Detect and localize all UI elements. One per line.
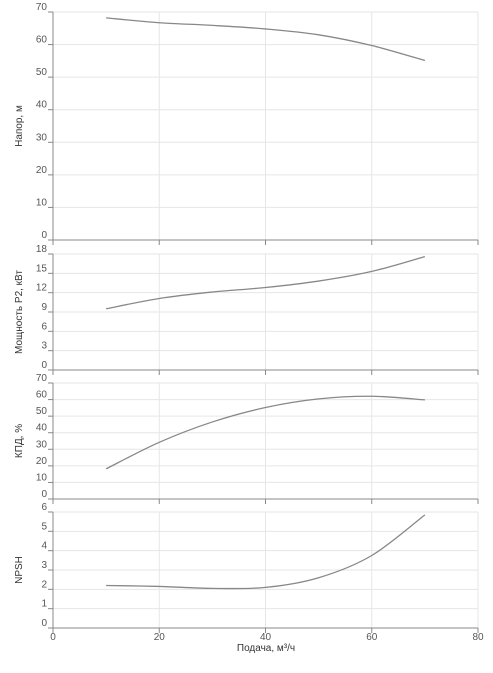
panel-2: 0 3 6 9 12 15 18 Мощность P2, кВт bbox=[14, 244, 479, 375]
series-line bbox=[105, 395, 425, 470]
y-tick-label: 40 bbox=[36, 423, 48, 434]
y-tick-label: 10 bbox=[36, 197, 48, 208]
series-line bbox=[106, 514, 426, 590]
x-tick-label: 80 bbox=[472, 632, 484, 643]
x-tick-label: 40 bbox=[260, 632, 272, 643]
y-tick-label: 12 bbox=[36, 283, 48, 294]
y-tick-label: 60 bbox=[36, 390, 48, 401]
y-axis-title: КПД, % bbox=[14, 424, 25, 458]
y-tick-label: 6 bbox=[41, 321, 47, 332]
series-line bbox=[106, 17, 426, 62]
y-tick-label: 15 bbox=[36, 263, 48, 274]
y-tick-label: 20 bbox=[36, 456, 48, 467]
x-axis-title: Подача, м³/ч bbox=[237, 643, 295, 654]
y-tick-label: 4 bbox=[41, 541, 47, 552]
y-axis-title: Мощность P2, кВт bbox=[14, 270, 25, 354]
x-tick-label: 0 bbox=[50, 632, 56, 643]
y-tick-label: 2 bbox=[41, 579, 47, 590]
y-tick-label: 30 bbox=[36, 439, 48, 450]
y-tick-label: 3 bbox=[41, 560, 47, 571]
y-tick-label: 0 bbox=[41, 230, 47, 241]
y-tick-label: 10 bbox=[36, 472, 48, 483]
y-tick-label: 6 bbox=[41, 502, 47, 513]
y-tick-label: 0 bbox=[41, 360, 47, 371]
y-tick-label: 70 bbox=[36, 2, 48, 13]
panel-4: 0 1 2 3 4 5 6 NPSH bbox=[14, 502, 479, 633]
y-tick-label: 0 bbox=[41, 489, 47, 500]
y-tick-label: 50 bbox=[36, 406, 48, 417]
y-tick-label: 50 bbox=[36, 67, 48, 78]
y-axis-title: NPSH bbox=[14, 556, 25, 584]
y-tick-label: 20 bbox=[36, 165, 48, 176]
y-tick-label: 9 bbox=[41, 302, 47, 313]
panel-3: 0 10 20 30 40 50 60 70 КПД, % bbox=[14, 373, 479, 504]
y-axis-title: Напор, м bbox=[14, 105, 25, 147]
panel-1: 0 10 20 30 40 50 60 70 Напор, м bbox=[14, 2, 479, 245]
x-axis: Подача, м³/ч 0 20 40 60 80 bbox=[50, 632, 484, 654]
y-tick-label: 40 bbox=[36, 100, 48, 111]
y-tick-label: 5 bbox=[41, 521, 47, 532]
x-tick-label: 60 bbox=[366, 632, 378, 643]
y-tick-label: 1 bbox=[41, 599, 47, 610]
y-tick-label: 30 bbox=[36, 132, 48, 143]
x-tick-label: 20 bbox=[154, 632, 166, 643]
y-tick-label: 0 bbox=[41, 618, 47, 629]
y-tick-label: 18 bbox=[36, 244, 48, 255]
y-tick-label: 60 bbox=[36, 35, 48, 46]
y-tick-label: 3 bbox=[41, 341, 47, 352]
y-tick-label: 70 bbox=[36, 373, 48, 384]
series-line bbox=[106, 255, 426, 310]
